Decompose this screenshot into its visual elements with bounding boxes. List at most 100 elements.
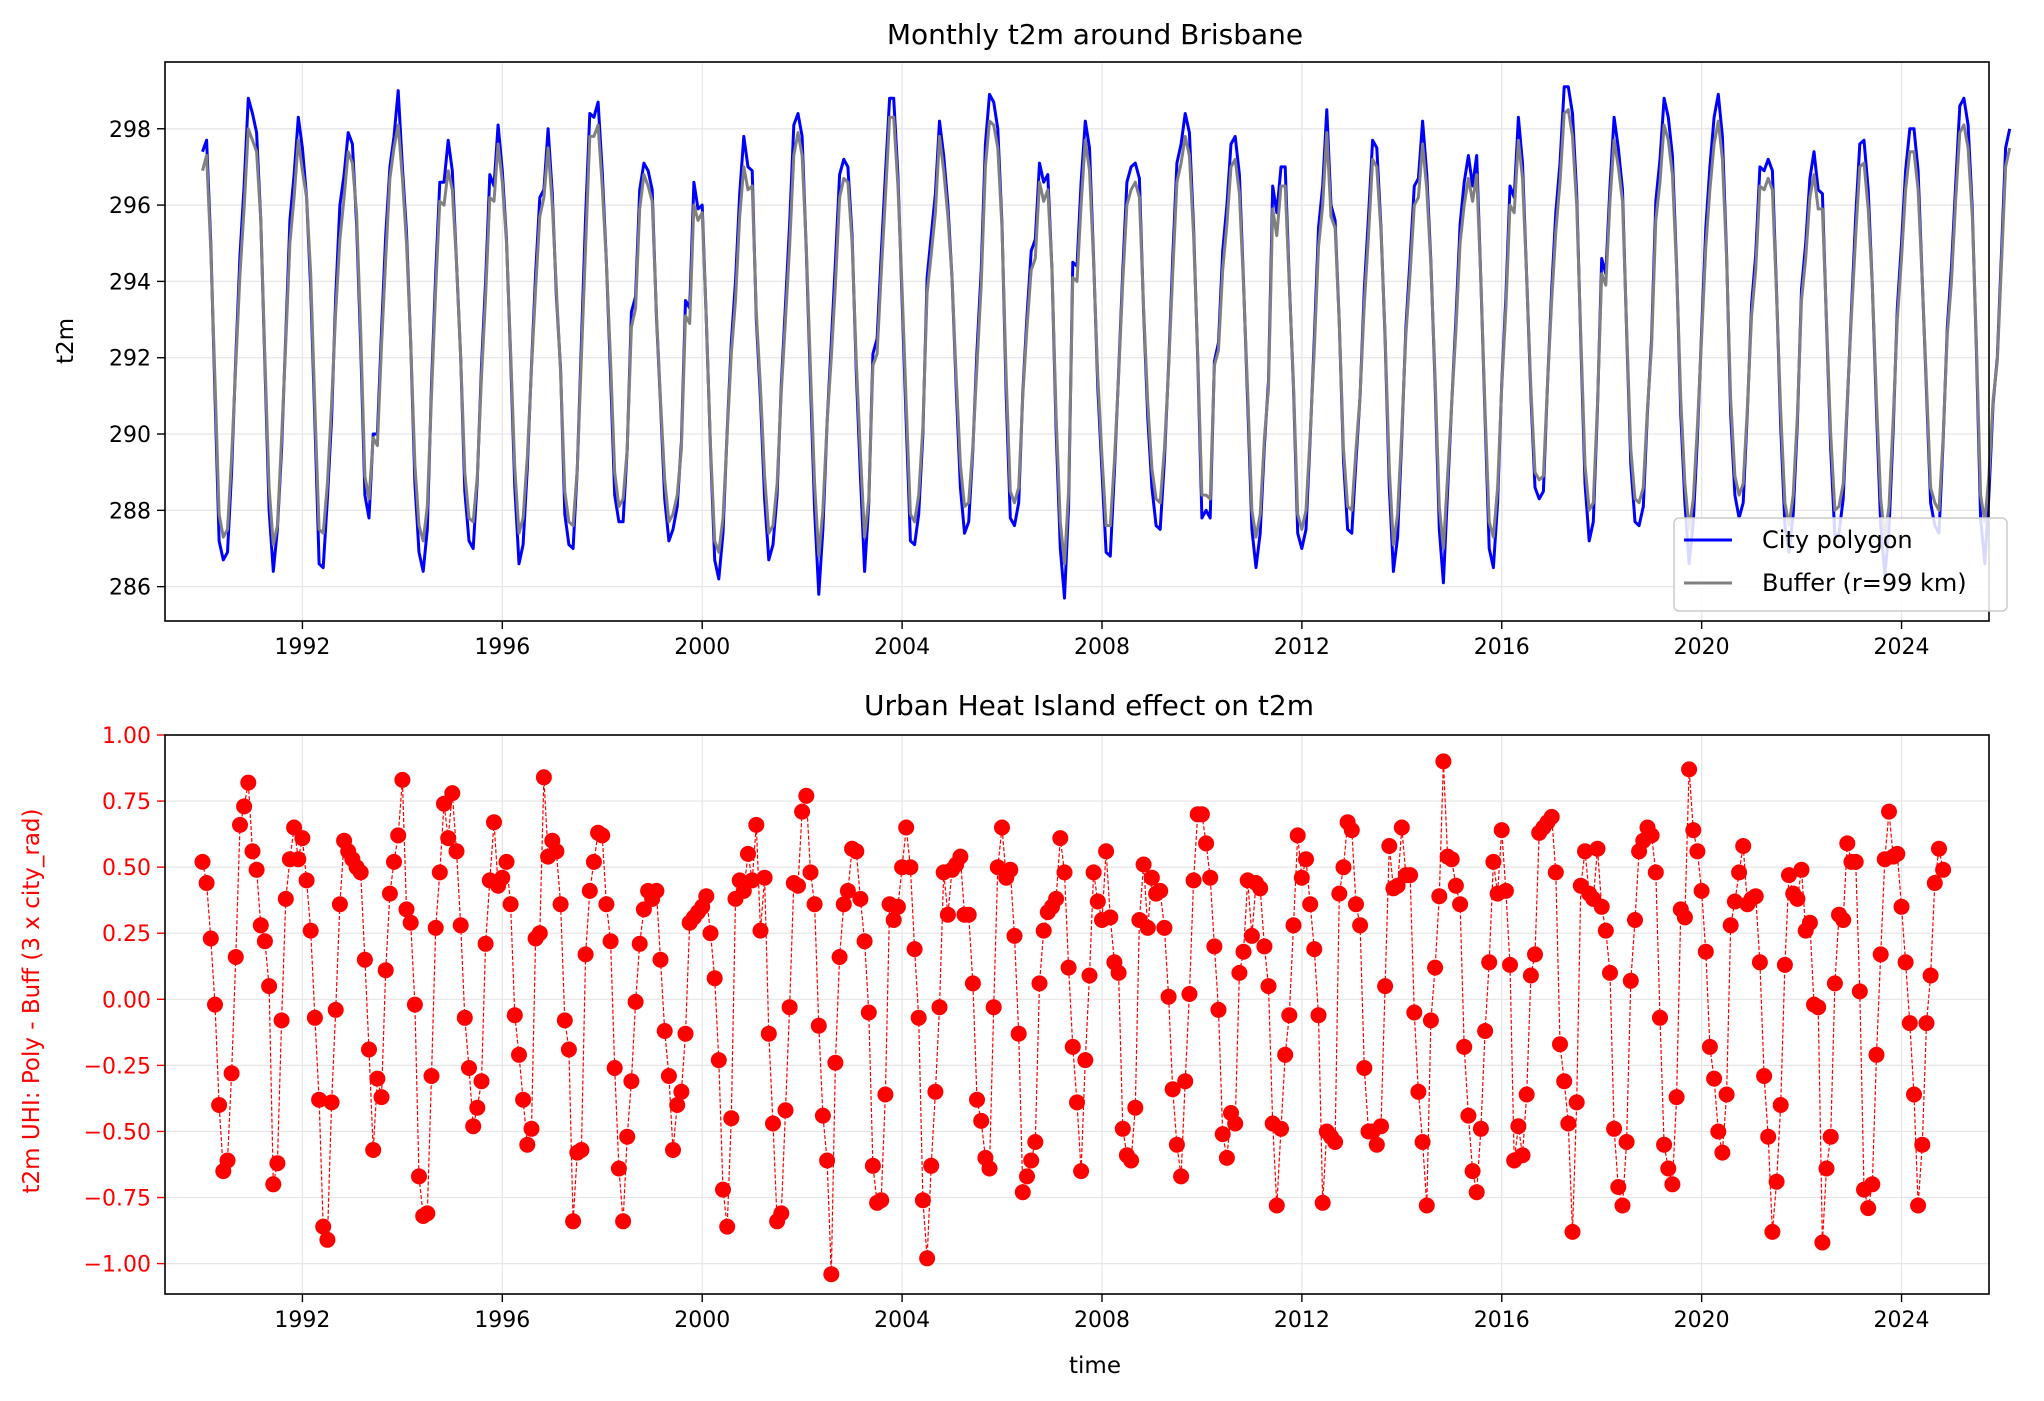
data-point — [1801, 914, 1818, 931]
data-point — [1718, 1086, 1735, 1103]
data-point — [677, 1025, 694, 1042]
data-point — [1681, 761, 1698, 778]
data-point — [719, 1218, 736, 1235]
x-tick-label: 2004 — [874, 635, 930, 660]
x-tick-label: 2016 — [1474, 635, 1530, 660]
data-point — [1522, 967, 1539, 984]
data-point — [1435, 753, 1452, 770]
data-point — [223, 1065, 240, 1082]
data-point — [298, 872, 315, 889]
data-point — [1452, 896, 1469, 913]
x-tick-label: 2000 — [674, 635, 730, 660]
data-point — [1456, 1038, 1473, 1055]
data-point — [1622, 972, 1639, 989]
data-point — [352, 864, 369, 881]
data-point — [427, 919, 444, 936]
data-point — [1756, 1068, 1773, 1084]
data-point — [1868, 1046, 1885, 1063]
data-point — [452, 917, 469, 934]
data-point — [773, 1205, 790, 1222]
data-point — [1747, 888, 1764, 905]
data-point — [1268, 1197, 1285, 1214]
data-point — [1543, 808, 1560, 825]
data-point — [610, 1160, 627, 1177]
data-point — [1335, 859, 1352, 876]
y-tick-label: −0.25 — [84, 1054, 151, 1079]
data-point — [981, 1160, 998, 1177]
data-point — [294, 830, 311, 847]
data-point — [1227, 1115, 1244, 1132]
data-point — [502, 896, 519, 913]
data-point — [1202, 869, 1219, 886]
data-point — [710, 1052, 727, 1069]
data-point — [402, 914, 419, 931]
top-axes-frame — [164, 61, 1990, 622]
data-point — [877, 1086, 894, 1103]
data-point — [1510, 1118, 1527, 1135]
data-point — [1418, 1197, 1435, 1214]
data-point — [1006, 927, 1023, 944]
data-point — [790, 877, 806, 894]
data-point — [1443, 851, 1460, 868]
data-point — [327, 1001, 344, 1018]
data-point — [1527, 946, 1543, 963]
data-point — [765, 1115, 781, 1132]
data-point — [1002, 861, 1019, 878]
data-point — [969, 1091, 985, 1108]
data-point — [823, 1266, 840, 1283]
data-point — [1901, 1015, 1918, 1032]
data-point — [252, 917, 269, 934]
y-tick-label: 292 — [109, 347, 151, 372]
bottom-chart-title: Urban Heat Island effect on t2m — [864, 689, 1314, 722]
data-point — [1019, 1168, 1035, 1185]
data-point — [1493, 822, 1510, 839]
data-point — [560, 1041, 577, 1058]
y-tick-label: 286 — [109, 576, 151, 601]
data-point — [1847, 853, 1864, 870]
y-tick-label: −0.75 — [84, 1187, 151, 1212]
data-point — [1814, 1234, 1831, 1251]
data-point — [964, 975, 981, 992]
data-point — [1414, 1134, 1431, 1150]
bottom-chart: Urban Heat Island effect on t2m 1992 1996… — [19, 689, 1990, 1379]
x-tick-label: 2012 — [1274, 1308, 1330, 1333]
data-point — [1289, 827, 1306, 844]
data-point — [1035, 922, 1052, 939]
data-point — [1123, 1152, 1140, 1169]
legend-label-buffer: Buffer (r=99 km) — [1762, 569, 1967, 597]
data-point — [1477, 1023, 1494, 1039]
data-point — [1102, 909, 1119, 926]
data-point — [277, 890, 294, 907]
bottom-plot-area — [194, 753, 1952, 1283]
data-point — [1273, 1120, 1289, 1137]
data-point — [1243, 927, 1260, 944]
data-point — [1789, 890, 1806, 907]
data-point — [465, 1118, 482, 1135]
data-point — [573, 1142, 590, 1158]
data-point — [623, 1073, 640, 1090]
data-point — [1560, 1115, 1577, 1132]
data-point — [1685, 822, 1702, 839]
data-point — [369, 1070, 386, 1087]
data-point — [1822, 1128, 1839, 1145]
data-point — [1052, 830, 1069, 847]
y-tick-label: 0.25 — [102, 922, 151, 947]
y-tick-label: −0.50 — [84, 1120, 151, 1145]
data-point — [1751, 954, 1768, 971]
data-point — [523, 1120, 540, 1137]
data-point — [1914, 1136, 1931, 1153]
data-point — [923, 1157, 940, 1174]
top-plot-area — [201, 85, 2012, 600]
data-point — [1731, 864, 1748, 881]
data-point — [1406, 1004, 1423, 1021]
data-point — [1010, 1025, 1027, 1042]
top-y-axis: 286 288 290 292 294 296 298 — [109, 118, 165, 601]
data-point — [423, 1068, 440, 1084]
data-point — [1918, 1015, 1935, 1032]
data-point — [232, 816, 248, 833]
data-point — [1606, 1120, 1623, 1137]
data-point — [1926, 875, 1943, 891]
data-point — [960, 906, 977, 923]
data-point — [652, 951, 669, 968]
data-point — [631, 935, 648, 952]
